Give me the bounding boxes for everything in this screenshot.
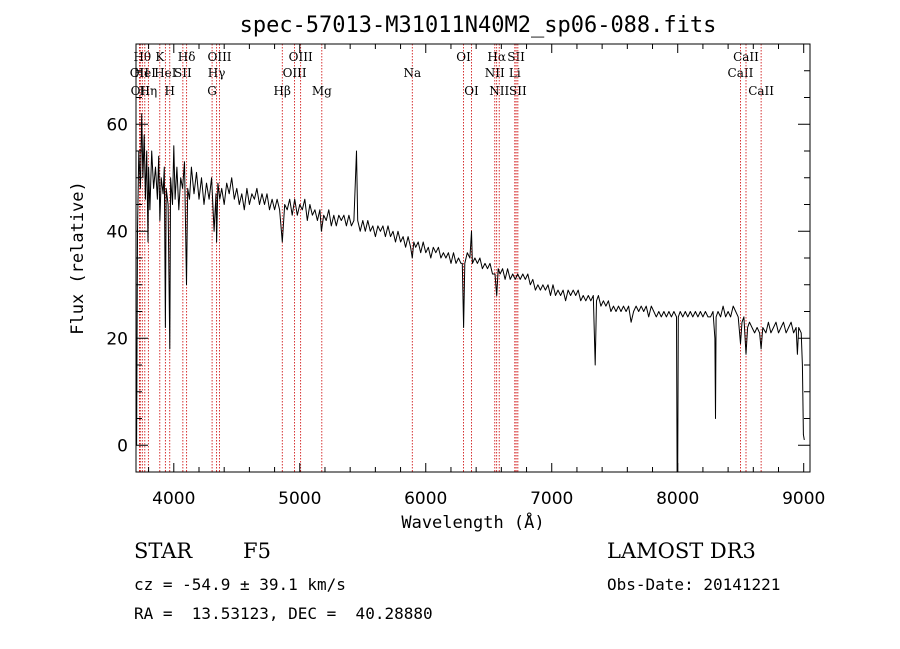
x-tick-label: 5000	[278, 489, 321, 509]
spectral-line-label: NII	[485, 66, 505, 80]
spectral-line-label: Hη	[140, 84, 158, 98]
spectral-line-label: OIII	[207, 50, 231, 64]
spectral-line-label: K	[155, 50, 165, 64]
spectral-line-label: HeI	[134, 66, 157, 80]
x-tick-label: 4000	[152, 489, 195, 509]
x-tick-label: 8000	[656, 489, 699, 509]
redshift-cz: cz = -54.9 ± 39.1 km/s	[134, 575, 346, 594]
y-tick-label: 60	[106, 115, 128, 135]
spectral-line-label: OIII	[289, 50, 313, 64]
spectral-line-label: Hα	[487, 50, 506, 64]
spectral-line-label: Na	[403, 66, 421, 80]
spectral-line-label: SII	[509, 84, 527, 98]
y-tick-label: 0	[117, 436, 128, 456]
spectral-line-label: Hθ	[133, 50, 151, 64]
spectral-line-label: CaII	[733, 50, 759, 64]
x-tick-label: 9000	[782, 489, 825, 509]
x-axis-label: Wavelength (Å)	[401, 511, 544, 533]
spectral-line-label: HeI	[154, 66, 177, 80]
x-tick-label: 7000	[530, 489, 573, 509]
spectral-line-label: CaII	[748, 84, 774, 98]
spectral-line-label: Li	[509, 66, 521, 80]
spectral-line-label: CaII	[728, 66, 754, 80]
survey-name: LAMOST DR3	[607, 539, 756, 563]
chart-title: spec-57013-M31011N40M2_sp06-088.fits	[240, 13, 717, 38]
object-class: STAR	[134, 539, 193, 563]
spectral-line-label: NII	[489, 84, 509, 98]
y-axis-label: Flux (relative)	[68, 181, 88, 335]
y-tick-label: 40	[106, 222, 128, 242]
spectrum-series	[135, 113, 805, 473]
coordinates: RA = 13.53123, DEC = 40.28880	[134, 604, 433, 623]
spectral-line-label: OI	[456, 50, 471, 64]
spectral-line-label: Hβ	[274, 84, 291, 98]
spectral-line-label: Hγ	[208, 66, 226, 80]
spectral-line-label: H	[165, 84, 175, 98]
spectrum-line	[135, 113, 805, 473]
observation-date: Obs-Date: 20141221	[607, 575, 781, 594]
plot-frame	[135, 43, 811, 473]
y-tick-label: 20	[106, 329, 128, 349]
spectral-line-label: OI	[464, 84, 479, 98]
x-tick-label: 6000	[404, 489, 447, 509]
spectral-line-label: Mg	[312, 84, 332, 98]
spectral-line-label: OIII	[283, 66, 307, 80]
spectral-line-label: SII	[507, 50, 525, 64]
object-subclass: F5	[243, 539, 271, 563]
spectral-line-label: G	[207, 84, 217, 98]
spectral-line-label: SII	[174, 66, 192, 80]
axis-ticks: 4000 5000 6000 7000 8000 9000 0 20 40 60	[106, 44, 825, 509]
spectral-line-label: Hδ	[178, 50, 196, 64]
